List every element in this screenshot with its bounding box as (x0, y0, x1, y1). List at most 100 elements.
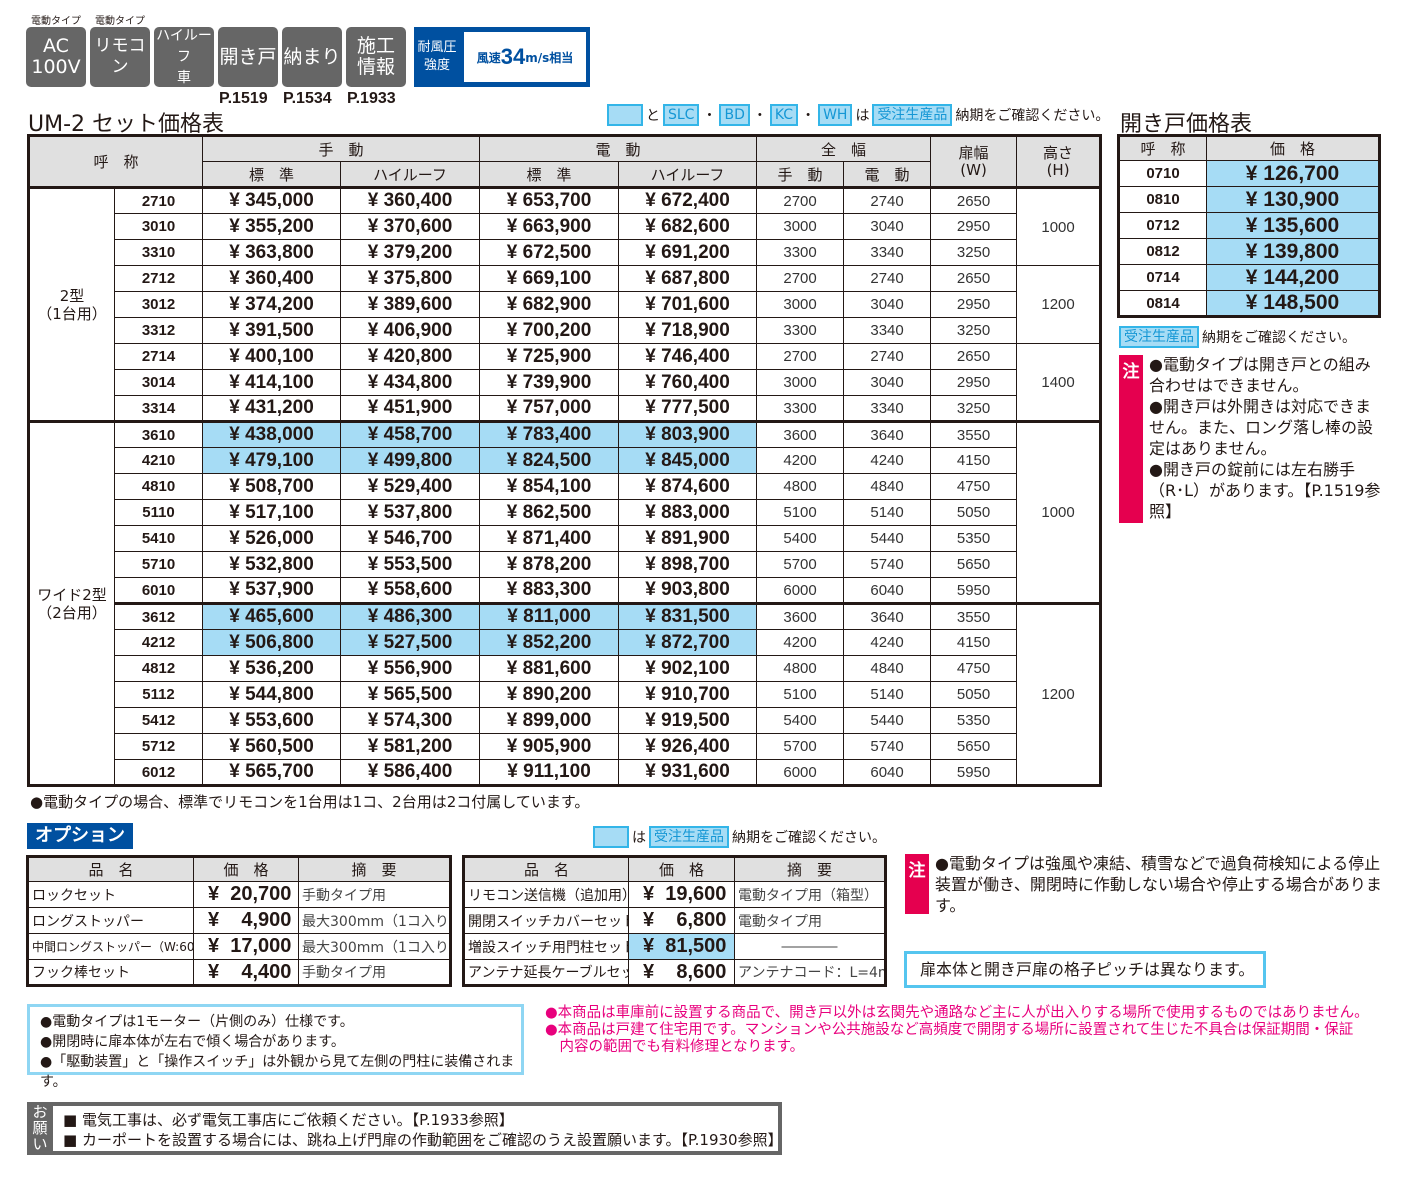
swing-door-icon[interactable]: 開き戸 (218, 27, 278, 87)
total-width-manual: 5400 (756, 525, 845, 552)
item-name: ロングストッパー (27, 907, 194, 934)
price-cell: ¥ 653,700 (479, 187, 620, 214)
page-ref[interactable]: P.1933 (347, 90, 396, 107)
custom-label: 受注生産品 (872, 104, 953, 126)
legend-text: は (632, 830, 646, 846)
model-code: 3010 (113, 213, 204, 240)
price-cell: ¥ 431,200 (202, 395, 342, 422)
price-cell: ¥ 898,700 (618, 551, 758, 578)
fit-icon[interactable]: 納まり (282, 27, 342, 87)
door-width: 5350 (930, 707, 1018, 734)
door-width: 2650 (930, 187, 1018, 214)
total-width-manual: 5400 (756, 707, 845, 734)
page-ref[interactable]: P.1519 (219, 90, 268, 107)
price-cell: ¥ 345,000 (202, 187, 342, 214)
price-cell: ¥ 420,800 (340, 343, 481, 370)
price-cell: ¥ 126,700 (1206, 160, 1380, 187)
custom-legend: と SLC ・ BD ・ KC ・ WH は 受注生産品 納期をご確認ください。 (607, 104, 1109, 126)
custom-label: 受注生産品 (649, 826, 729, 848)
price-cell: ¥ 739,900 (479, 369, 620, 396)
price-cell: ¥ 783,400 (479, 420, 620, 448)
table-row: 6010 ¥ 537,900 ¥ 558,600 ¥ 883,300 ¥ 903,800… (29, 577, 1101, 604)
page-ref[interactable]: P.1534 (283, 90, 332, 107)
total-width-electric: 5440 (843, 707, 932, 734)
total-width-manual: 2700 (756, 265, 845, 292)
price-cell: ¥ 148,500 (1206, 290, 1380, 317)
price-cell: ¥ 144,200 (1206, 264, 1380, 291)
table-row: 0814 ¥ 148,500 (1118, 290, 1380, 317)
total-width-manual: 3300 (756, 317, 845, 344)
total-width-electric: 4240 (843, 629, 932, 656)
header-height: 高さ (H) (1016, 135, 1102, 188)
request-box: お 願 い ■ 電気工事は、必ず電気工事店にご依頼ください。【P.1933参照】… (27, 1102, 783, 1155)
price-cell: ¥ 757,000 (479, 395, 620, 422)
header-door-width: 扉幅 (W) (930, 135, 1018, 188)
price-cell: ¥ 586,400 (340, 759, 481, 786)
price-cell: ¥ 379,200 (340, 239, 481, 266)
header-manual: 手 動 (202, 135, 481, 162)
price-cell: ¥ 486,300 (340, 602, 481, 630)
request-item: ■ カーポートを設置する場合には、跳ね上げ門扉の作動範囲をご確認のうえ設置願いま… (63, 1131, 783, 1149)
legend-text: 納期をご確認ください。 (955, 108, 1110, 124)
total-width-manual: 5700 (756, 733, 845, 760)
price-cell: ¥ 899,000 (479, 707, 620, 734)
price-cell: ¥ 544,800 (202, 681, 342, 708)
electric-warning: ●電動タイプは強風や凍結、積雪などで過負荷検知による停止装置が働き、開閉時に作動… (935, 854, 1382, 915)
total-width-manual: 3300 (756, 395, 845, 422)
table-row: ロックセット ¥ 20,700 手動タイプ用 (27, 881, 451, 908)
table-row: 3010 ¥ 355,200 ¥ 370,600 ¥ 663,900 ¥ 682,600… (29, 213, 1101, 240)
door-width: 3250 (930, 317, 1018, 344)
table-row: 3314 ¥ 431,200 ¥ 451,900 ¥ 757,000 ¥ 777,500… (29, 395, 1101, 422)
price-cell: ¥ 355,200 (202, 213, 342, 240)
price-cell: ¥ 451,900 (340, 395, 481, 422)
options-table-right: 品 名価 格摘 要 リモコン送信機（追加用） ¥ 19,600 電動タイプ用（箱型）… (462, 855, 887, 987)
summary-cell: 最大300mm（1コ入り） (298, 933, 451, 960)
table-row: 0712 ¥ 135,600 (1118, 212, 1380, 239)
price-cell: ¥ 139,800 (1206, 238, 1380, 265)
table-row: 5412 ¥ 553,600 ¥ 574,300 ¥ 899,000 ¥ 919,500… (29, 707, 1101, 734)
door-width: 3250 (930, 239, 1018, 266)
table-row: フック棒セット ¥ 4,400 手動タイプ用 (27, 959, 451, 986)
pitch-notice: 扉本体と開き戸扉の格子ピッチは異なります。 (904, 951, 1266, 988)
wind-prefix: 風速 (476, 50, 501, 65)
table-row: 4810 ¥ 508,700 ¥ 529,400 ¥ 854,100 ¥ 874,600… (29, 473, 1101, 500)
price-cell: ¥ 434,800 (340, 369, 481, 396)
price-cell: ¥ 902,100 (618, 655, 758, 682)
price-cell: ¥ 6,800 (628, 907, 735, 934)
price-cell: ¥ 718,900 (618, 317, 758, 344)
total-width-electric: 2740 (843, 265, 932, 292)
construction-info-icon[interactable]: 施工 情報 (346, 27, 406, 87)
table-row: 3312 ¥ 391,500 ¥ 406,900 ¥ 700,200 ¥ 718,900… (29, 317, 1101, 344)
price-cell: ¥ 363,800 (202, 239, 342, 266)
summary-cell: 手動タイプ用 (298, 881, 451, 908)
price-cell: ¥ 777,500 (618, 395, 758, 422)
door-width: 4150 (930, 629, 1018, 656)
price-cell: ¥ 360,400 (340, 187, 481, 214)
price-cell: ¥ 537,900 (202, 577, 342, 604)
table-row: 2712 ¥ 360,400 ¥ 375,800 ¥ 669,100 ¥ 687,800… (29, 265, 1102, 344)
total-width-manual: 4800 (756, 473, 845, 500)
total-width-electric: 4840 (843, 473, 932, 500)
header-item: 品 名 (27, 856, 194, 882)
door-width: 5950 (930, 577, 1018, 604)
total-width-electric: 3640 (843, 420, 932, 448)
price-cell: ¥ 691,200 (618, 239, 758, 266)
price-cell: ¥ 458,700 (340, 420, 481, 448)
electric-type-caption: 電動タイプ (31, 16, 81, 27)
door-width: 5050 (930, 499, 1018, 526)
price-cell: ¥ 370,600 (340, 213, 481, 240)
table-row: リモコン送信機（追加用） ¥ 19,600 電動タイプ用（箱型） (463, 881, 886, 908)
door-width: 4750 (930, 473, 1018, 500)
table-row: 開閉スイッチカバーセット ¥ 6,800 電動タイプ用 (463, 907, 886, 934)
price-cell: ¥ 803,900 (618, 420, 758, 448)
options-title: オプション (27, 823, 133, 849)
model-code: 3612 (113, 602, 204, 630)
price-cell: ¥ 911,100 (479, 759, 620, 786)
total-width-electric: 5140 (843, 499, 932, 526)
table-row: 3612 ¥ 465,600 ¥ 486,300 ¥ 811,000 ¥ 831,500… (29, 602, 1102, 786)
model-code: 5410 (113, 525, 204, 552)
model-code: 5112 (113, 681, 204, 708)
model-code: 3314 (113, 395, 204, 422)
price-cell: ¥ 811,000 (479, 602, 620, 630)
price-cell: ¥ 574,300 (340, 707, 481, 734)
